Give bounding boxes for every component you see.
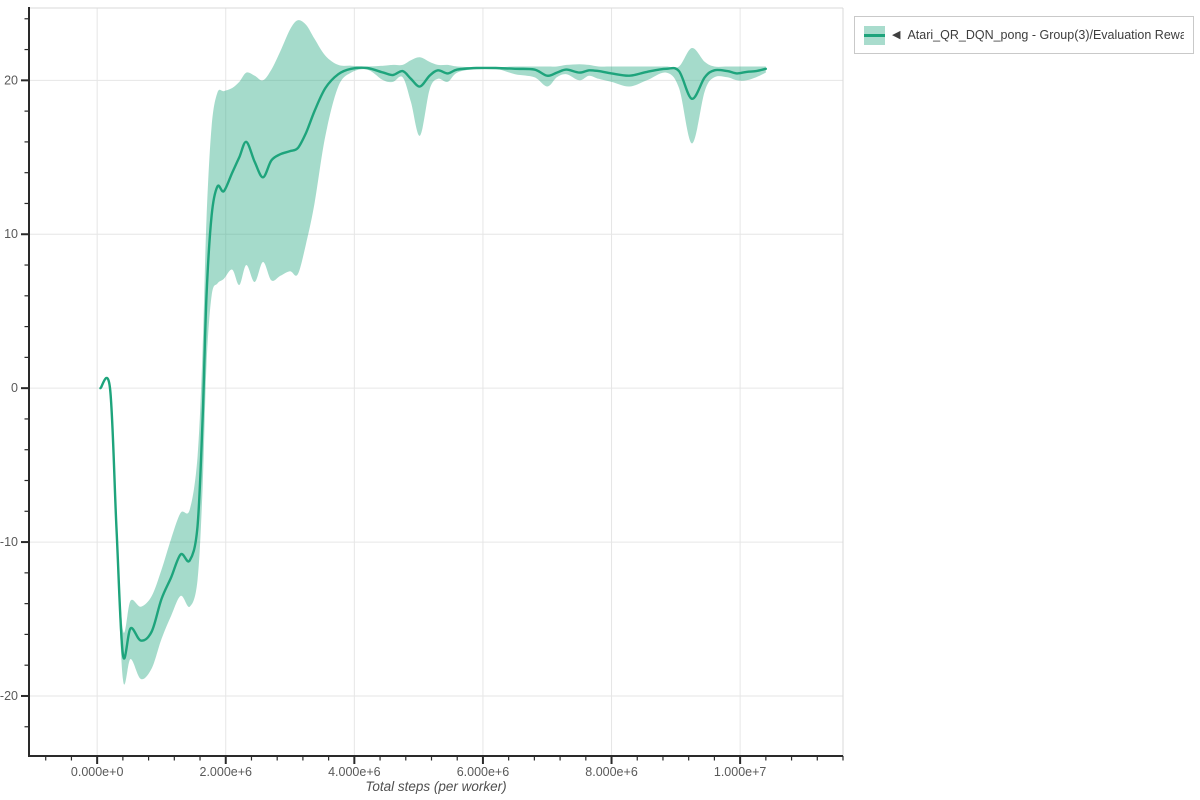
y-tick-label: -10 (0, 535, 18, 549)
y-tick-label: -20 (0, 689, 18, 703)
x-tick-label: 8.000e+6 (585, 765, 638, 779)
legend-collapse-icon[interactable]: ◀ (892, 28, 901, 41)
y-tick-label: 20 (4, 73, 18, 87)
x-tick-label: 2.000e+6 (200, 765, 253, 779)
legend-series-label: Atari_QR_DQN_pong - Group(3)/Evaluation … (907, 28, 1184, 42)
series-swatch-icon (864, 25, 885, 45)
x-tick-label: 4.000e+6 (328, 765, 381, 779)
legend-item[interactable]: ◀ Atari_QR_DQN_pong - Group(3)/Evaluatio… (854, 16, 1194, 54)
x-tick-label: 6.000e+6 (457, 765, 510, 779)
x-tick-label: 0.000e+0 (71, 765, 124, 779)
confidence-band (100, 20, 766, 685)
series-line-icon (864, 33, 885, 37)
x-tick-label: 1.000e+7 (714, 765, 767, 779)
mean-line (99, 66, 767, 660)
y-tick-label: 10 (4, 227, 18, 241)
x-axis-title: Total steps (per worker) (365, 779, 506, 794)
y-tick-label: 0 (11, 381, 18, 395)
